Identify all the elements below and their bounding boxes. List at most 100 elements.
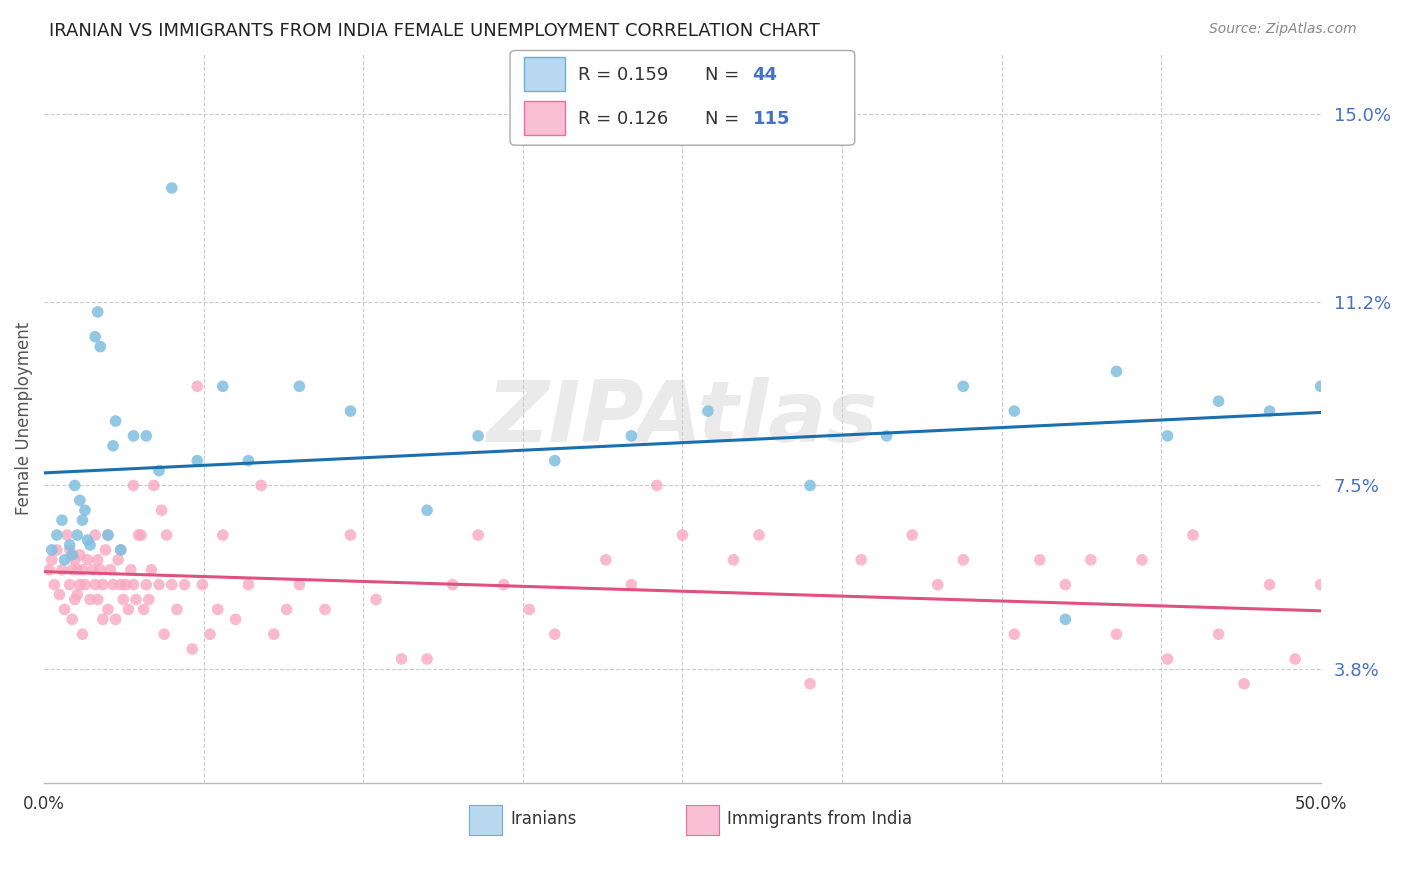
Point <box>56 528 79 542</box>
Text: N =: N = <box>706 66 740 84</box>
Point <box>60 548 83 562</box>
Point <box>138 592 160 607</box>
Point <box>799 677 821 691</box>
Text: Source: ZipAtlas.com: Source: ZipAtlas.com <box>1209 22 1357 37</box>
Point <box>66 563 89 577</box>
Point <box>45 543 67 558</box>
Point <box>364 592 387 607</box>
Point <box>60 612 83 626</box>
Point <box>799 478 821 492</box>
Point <box>104 612 127 626</box>
Point <box>671 528 693 542</box>
Text: IRANIAN VS IMMIGRANTS FROM INDIA FEMALE UNEMPLOYMENT CORRELATION CHART: IRANIAN VS IMMIGRANTS FROM INDIA FEMALE … <box>49 22 820 40</box>
Point <box>69 548 91 562</box>
Point <box>72 513 94 527</box>
Point <box>135 577 157 591</box>
Point <box>59 543 82 558</box>
Point <box>150 503 173 517</box>
Point <box>467 429 489 443</box>
Point <box>51 513 73 527</box>
Text: R = 0.159: R = 0.159 <box>578 66 668 84</box>
Point <box>1130 553 1153 567</box>
Point <box>91 612 114 626</box>
Point <box>441 577 464 591</box>
Point <box>82 563 104 577</box>
Text: 44: 44 <box>752 66 778 84</box>
Point <box>66 528 89 542</box>
Y-axis label: Female Unemployment: Female Unemployment <box>15 322 32 516</box>
Point <box>48 588 70 602</box>
Point <box>276 602 298 616</box>
Point <box>1054 577 1077 591</box>
Point <box>250 478 273 492</box>
Point <box>101 577 124 591</box>
Point <box>89 563 111 577</box>
Text: Iranians: Iranians <box>510 811 576 829</box>
Point <box>97 528 120 542</box>
Point <box>1258 577 1281 591</box>
Point <box>1208 394 1230 409</box>
Point <box>135 429 157 443</box>
Point <box>45 528 67 542</box>
Point <box>141 563 163 577</box>
Point <box>117 602 139 616</box>
Point <box>87 592 110 607</box>
Point <box>416 652 439 666</box>
Point <box>1105 364 1128 378</box>
Point <box>100 563 122 577</box>
Point <box>238 453 260 467</box>
Point <box>1029 553 1052 567</box>
Point <box>391 652 413 666</box>
Text: 115: 115 <box>752 110 790 128</box>
Point <box>63 478 86 492</box>
Point <box>73 503 96 517</box>
Point <box>876 429 898 443</box>
Point <box>901 528 924 542</box>
Point <box>173 577 195 591</box>
Point <box>1208 627 1230 641</box>
Point <box>66 588 89 602</box>
FancyBboxPatch shape <box>510 51 855 145</box>
Point <box>339 404 361 418</box>
Point <box>79 538 101 552</box>
Point <box>225 612 247 626</box>
Point <box>156 528 179 542</box>
Point <box>94 543 117 558</box>
Point <box>87 305 110 319</box>
Point <box>69 577 91 591</box>
Point <box>492 577 515 591</box>
Point <box>544 627 567 641</box>
Point <box>207 602 229 616</box>
Point <box>101 439 124 453</box>
Point <box>76 533 98 547</box>
Point <box>1156 652 1178 666</box>
Point <box>148 464 170 478</box>
Point <box>63 592 86 607</box>
Point <box>1182 528 1205 542</box>
Point <box>544 453 567 467</box>
Point <box>72 627 94 641</box>
Point <box>517 602 540 616</box>
FancyBboxPatch shape <box>686 805 720 836</box>
Point <box>211 528 233 542</box>
Point <box>620 577 643 591</box>
Point <box>69 493 91 508</box>
Point <box>1080 553 1102 567</box>
Point <box>79 592 101 607</box>
Point <box>288 577 311 591</box>
Point <box>645 478 668 492</box>
Point <box>129 528 152 542</box>
Point <box>125 592 148 607</box>
Point <box>148 577 170 591</box>
Point <box>110 543 132 558</box>
Point <box>122 478 145 492</box>
Text: N =: N = <box>706 110 740 128</box>
Point <box>59 577 82 591</box>
Point <box>1233 677 1256 691</box>
Point <box>339 528 361 542</box>
Text: R = 0.126: R = 0.126 <box>578 110 668 128</box>
Point <box>181 642 204 657</box>
Point <box>952 553 974 567</box>
Point <box>44 577 66 591</box>
Point <box>1156 429 1178 443</box>
